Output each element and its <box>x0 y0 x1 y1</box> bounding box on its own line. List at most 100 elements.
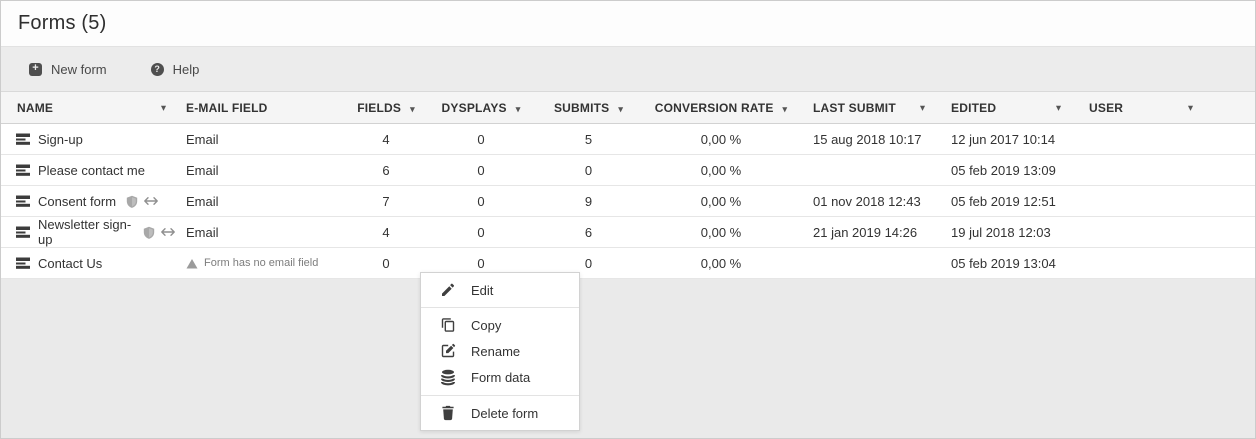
conversion-rate-cell: 0,00 % <box>641 216 801 248</box>
submits-cell: 6 <box>536 216 641 248</box>
conversion-rate-cell: 0,00 % <box>641 247 801 279</box>
column-header-submits[interactable]: SUBMITS <box>536 91 641 124</box>
table-row[interactable]: Consent form Email 7 0 9 0,00 % 01 nov 2… <box>1 185 1255 217</box>
edited-cell: 05 feb 2019 12:51 <box>941 185 1081 217</box>
table-row[interactable]: Contact Us Form has no email field 0 0 0… <box>1 247 1255 279</box>
shield-icon <box>143 226 155 239</box>
form-name[interactable]: Consent form <box>38 193 117 209</box>
submits-cell: 5 <box>536 123 641 155</box>
sort-down-icon[interactable] <box>920 103 925 112</box>
last-submit-cell: 01 nov 2018 12:43 <box>801 185 941 217</box>
new-form-label: New form <box>51 61 107 77</box>
table-row[interactable]: Newsletter sign-up Email 4 0 6 0,00 % 21… <box>1 216 1255 248</box>
dysplays-cell: 0 <box>426 154 536 186</box>
menu-separator <box>421 395 579 396</box>
trash-icon <box>440 405 456 421</box>
edited-cell: 19 jul 2018 12:03 <box>941 216 1081 248</box>
help-label: Help <box>172 61 200 77</box>
email-warning-text: Form has no email field <box>204 257 319 269</box>
menu-separator <box>421 307 579 308</box>
user-cell <box>1081 185 1255 217</box>
menu-item-form-data[interactable]: Form data <box>421 364 579 391</box>
column-header-dysplays[interactable]: DYSPLAYS <box>426 91 536 124</box>
menu-item-label: Form data <box>471 370 531 385</box>
conversion-rate-cell: 0,00 % <box>641 185 801 217</box>
title-bar: Forms (5) <box>1 1 1255 47</box>
email-field-cell: Email <box>176 123 346 155</box>
column-header-name[interactable]: NAME <box>1 91 176 124</box>
sort-down-icon[interactable] <box>618 104 623 114</box>
form-icon <box>16 226 30 238</box>
form-name[interactable]: Newsletter sign-up <box>38 217 132 247</box>
last-submit-cell <box>801 154 941 186</box>
menu-item-label: Copy <box>471 317 502 333</box>
conversion-rate-cell: 0,00 % <box>641 123 801 155</box>
sort-down-icon[interactable] <box>1056 103 1061 112</box>
last-submit-cell: 21 jan 2019 14:26 <box>801 216 941 248</box>
new-form-button[interactable]: New form <box>29 62 107 77</box>
fields-cell: 4 <box>346 216 426 248</box>
page-title: Forms (5) <box>18 12 107 34</box>
plus-icon <box>29 62 42 76</box>
user-cell <box>1081 247 1255 279</box>
column-header-last-submit[interactable]: LAST SUBMIT <box>801 91 941 124</box>
form-icon <box>16 195 30 207</box>
email-warning: Form has no email field <box>186 257 346 269</box>
column-label: EDITED <box>951 100 997 115</box>
double-arrow-icon <box>161 228 175 236</box>
column-header-edited[interactable]: EDITED <box>941 91 1081 124</box>
conversion-rate-cell: 0,00 % <box>641 154 801 186</box>
fields-cell: 0 <box>346 247 426 279</box>
sort-down-icon[interactable] <box>410 104 415 114</box>
sort-down-icon[interactable] <box>161 103 166 112</box>
sort-down-icon[interactable] <box>1188 103 1193 112</box>
fields-cell: 6 <box>346 154 426 186</box>
column-label: SUBMITS <box>553 100 610 115</box>
menu-item-edit[interactable]: Edit <box>421 277 579 303</box>
dysplays-cell: 0 <box>426 216 536 248</box>
column-label: USER <box>1089 100 1124 115</box>
column-header-conversion-rate[interactable]: CONVERSION RATE <box>641 91 801 124</box>
menu-item-label: Edit <box>471 282 494 298</box>
column-label: LAST SUBMIT <box>813 100 896 115</box>
shield-icon <box>126 195 138 208</box>
table-row[interactable]: Please contact me Email 6 0 0 0,00 % 05 … <box>1 154 1255 186</box>
forms-table: NAME E-MAIL FIELD FIELDS DYSPLAYS SUBMIT… <box>1 91 1255 279</box>
pencil-icon <box>440 282 456 298</box>
column-header-user[interactable]: USER <box>1081 91 1255 124</box>
edited-cell: 05 feb 2019 13:04 <box>941 247 1081 279</box>
form-icon <box>16 133 30 145</box>
menu-item-copy[interactable]: Copy <box>421 312 579 338</box>
table-row[interactable]: Sign-up Email 4 0 5 0,00 % 15 aug 2018 1… <box>1 123 1255 155</box>
menu-item-label: Rename <box>471 343 521 359</box>
help-button[interactable]: Help <box>150 61 200 77</box>
user-cell <box>1081 123 1255 155</box>
toolbar: New form Help <box>1 47 1255 91</box>
form-icon <box>16 164 30 176</box>
column-label: FIELDS <box>357 100 402 115</box>
context-menu: Edit Copy Rename Form data <box>420 272 580 431</box>
menu-item-delete-form[interactable]: Delete form <box>421 400 579 426</box>
last-submit-cell: 15 aug 2018 10:17 <box>801 123 941 155</box>
sort-down-icon[interactable] <box>783 104 788 114</box>
menu-item-rename[interactable]: Rename <box>421 338 579 364</box>
double-arrow-icon <box>144 197 158 205</box>
edited-cell: 05 feb 2019 13:09 <box>941 154 1081 186</box>
column-label: CONVERSION RATE <box>654 100 774 115</box>
form-name[interactable]: Contact Us <box>38 255 103 271</box>
column-label: DYSPLAYS <box>441 100 507 115</box>
submits-cell: 9 <box>536 185 641 217</box>
email-field-cell: Email <box>176 185 346 217</box>
help-icon <box>150 62 164 76</box>
column-header-fields[interactable]: FIELDS <box>346 91 426 124</box>
column-header-email-field[interactable]: E-MAIL FIELD <box>176 91 346 124</box>
fields-cell: 7 <box>346 185 426 217</box>
form-name[interactable]: Please contact me <box>38 162 145 178</box>
dysplays-cell: 0 <box>426 185 536 217</box>
form-name[interactable]: Sign-up <box>38 131 83 147</box>
column-label: NAME <box>17 100 54 115</box>
table-header: NAME E-MAIL FIELD FIELDS DYSPLAYS SUBMIT… <box>1 91 1255 124</box>
last-submit-cell <box>801 247 941 279</box>
sort-down-icon[interactable] <box>516 104 521 114</box>
user-cell <box>1081 154 1255 186</box>
